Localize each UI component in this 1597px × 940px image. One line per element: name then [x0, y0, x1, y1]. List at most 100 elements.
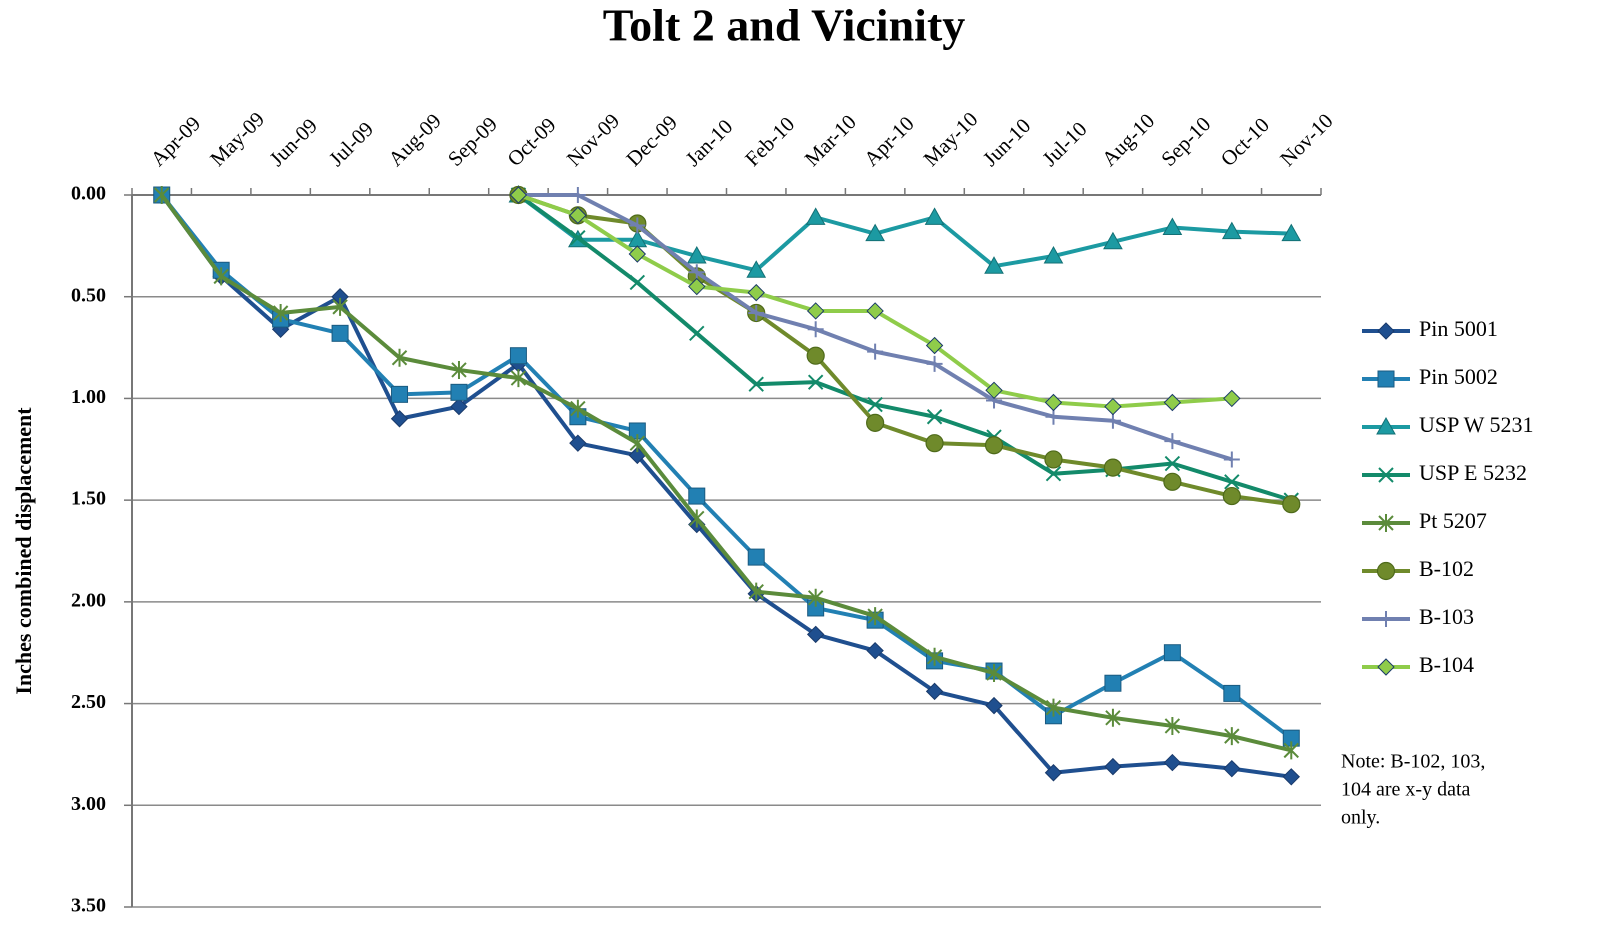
data-point	[1163, 472, 1182, 491]
chart-title: Tolt 2 and Vicinity	[603, 0, 966, 51]
data-point	[1163, 753, 1182, 772]
data-point	[390, 410, 409, 428]
x-tick-label: Oct-09	[502, 113, 560, 171]
legend-marker	[1377, 322, 1395, 340]
series-line	[160, 193, 1292, 779]
data-point	[510, 369, 527, 388]
data-point	[1222, 486, 1241, 506]
data-point	[867, 343, 884, 360]
x-tick-label: Dec-09	[621, 110, 682, 171]
data-point	[688, 264, 705, 281]
annotation: Note: B-102, 103,	[1341, 751, 1485, 773]
legend-label: USP E 5232	[1419, 460, 1527, 485]
data-point	[1223, 389, 1241, 408]
series-line	[160, 193, 1292, 753]
series-line	[517, 193, 1292, 273]
data-point	[1103, 458, 1123, 477]
series	[509, 186, 1241, 416]
data-point	[748, 582, 764, 601]
data-point	[509, 186, 528, 204]
x-tick-label: Jan-10	[681, 114, 738, 171]
x-tick-label: Sep-10	[1156, 112, 1215, 171]
x-tick-label: Mar-10	[800, 110, 861, 171]
data-point	[450, 383, 468, 401]
legend-label: B-103	[1419, 604, 1474, 629]
legend-label: Pin 5002	[1419, 364, 1498, 389]
data-point	[926, 409, 943, 425]
legend-marker	[1377, 370, 1395, 388]
data-point	[867, 396, 883, 413]
x-tick-label: Jul-09	[324, 117, 378, 171]
data-point	[331, 324, 349, 342]
data-point	[985, 696, 1003, 715]
data-point	[748, 304, 765, 321]
data-point	[806, 302, 825, 320]
data-point	[509, 347, 527, 365]
data-point	[866, 641, 884, 660]
y-tick-label: 3.50	[71, 895, 106, 917]
data-point	[1104, 757, 1122, 776]
data-point	[747, 548, 765, 566]
data-point	[985, 381, 1003, 399]
data-point	[154, 186, 170, 204]
x-tick-label: Apr-09	[146, 111, 206, 171]
data-point	[807, 588, 824, 607]
data-point	[1045, 408, 1062, 425]
x-tick-label: Nov-09	[562, 109, 624, 171]
data-point	[686, 246, 707, 264]
data-point	[629, 217, 646, 234]
data-point	[272, 303, 289, 322]
series	[508, 184, 1302, 278]
data-point	[867, 607, 883, 626]
legend-label: Pin 5001	[1419, 316, 1498, 341]
data-point	[865, 223, 885, 242]
data-point	[1163, 644, 1181, 662]
data-point	[866, 413, 885, 432]
data-point	[866, 302, 884, 320]
data-point	[746, 260, 767, 278]
data-point	[1223, 451, 1240, 468]
data-point	[1164, 433, 1181, 450]
data-point	[926, 647, 943, 666]
data-point	[1224, 474, 1240, 490]
data-point	[1221, 221, 1242, 240]
x-tick-label: May-10	[919, 107, 983, 171]
legend-marker	[1376, 416, 1396, 435]
x-tick-label: Aug-10	[1097, 109, 1159, 171]
data-point	[806, 346, 825, 365]
x-tick-label: Jul-10	[1037, 117, 1091, 171]
data-point	[391, 348, 408, 367]
data-point	[986, 664, 1002, 683]
data-point	[689, 509, 705, 528]
data-point	[569, 434, 587, 452]
x-tick-label: Jun-09	[265, 114, 322, 171]
data-point	[1283, 741, 1299, 760]
data-point	[807, 321, 824, 338]
data-point	[984, 436, 1004, 455]
data-point	[925, 434, 944, 453]
data-point	[924, 207, 945, 225]
data-point	[1223, 684, 1241, 702]
y-tick-label: 0.00	[71, 183, 106, 205]
data-point	[1045, 698, 1062, 717]
data-point	[391, 385, 409, 403]
data-point	[1282, 495, 1301, 514]
x-tick-label: Feb-10	[740, 112, 799, 171]
data-point	[1105, 708, 1121, 727]
data-point	[1104, 674, 1122, 692]
legend-label: USP W 5231	[1419, 412, 1534, 437]
data-point	[1164, 455, 1181, 472]
data-point	[925, 682, 944, 701]
x-tick-label: May-09	[205, 107, 269, 171]
data-point	[806, 625, 825, 644]
series-line	[517, 193, 1292, 503]
data-point	[1224, 727, 1240, 746]
legend-label: Pt 5207	[1419, 508, 1487, 533]
data-point	[984, 256, 1004, 274]
series	[510, 187, 1299, 508]
data-point	[1282, 768, 1300, 786]
y-tick-label: 3.00	[71, 793, 106, 815]
data-point	[570, 399, 586, 418]
x-tick-label: Oct-10	[1216, 113, 1274, 171]
legend-label: B-102	[1419, 556, 1474, 581]
